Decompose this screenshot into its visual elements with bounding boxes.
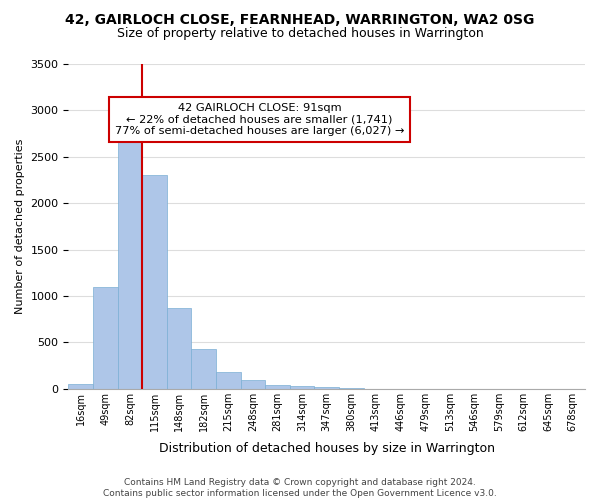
Bar [142, 176, 167, 388]
Y-axis label: Number of detached properties: Number of detached properties [15, 138, 25, 314]
Text: 42 GAIRLOCH CLOSE: 91sqm
← 22% of detached houses are smaller (1,741)
77% of sem: 42 GAIRLOCH CLOSE: 91sqm ← 22% of detach… [115, 103, 404, 136]
Text: 42, GAIRLOCH CLOSE, FEARNHEAD, WARRINGTON, WA2 0SG: 42, GAIRLOCH CLOSE, FEARNHEAD, WARRINGTO… [65, 12, 535, 26]
Bar [241, 380, 265, 388]
Text: Size of property relative to detached houses in Warrington: Size of property relative to detached ho… [116, 28, 484, 40]
Bar [314, 387, 339, 388]
Bar [167, 308, 191, 388]
Bar [290, 386, 314, 388]
Bar [68, 384, 93, 388]
Bar [93, 286, 118, 388]
Bar [191, 349, 216, 389]
Bar [118, 134, 142, 388]
X-axis label: Distribution of detached houses by size in Warrington: Distribution of detached houses by size … [159, 442, 495, 455]
Bar [216, 372, 241, 388]
Bar [265, 384, 290, 388]
Text: Contains HM Land Registry data © Crown copyright and database right 2024.
Contai: Contains HM Land Registry data © Crown c… [103, 478, 497, 498]
